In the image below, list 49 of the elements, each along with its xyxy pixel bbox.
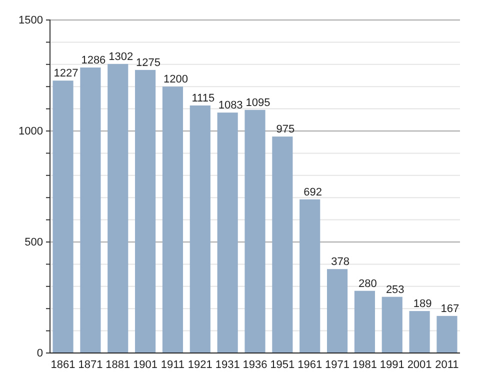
data-label: 1115 — [192, 92, 215, 104]
data-label: 1275 — [136, 56, 161, 69]
bar — [217, 112, 238, 353]
x-tick-label: 1931 — [215, 359, 240, 372]
bar — [80, 68, 101, 353]
data-label: 1227 — [54, 68, 78, 80]
x-tick-label: 1921 — [188, 359, 212, 372]
x-tick-label: 1861 — [50, 359, 76, 372]
x-tick-label: 1901 — [133, 359, 158, 372]
y-tick-label: 1500 — [18, 14, 43, 27]
bar — [162, 86, 184, 353]
x-tick-label: 1871 — [78, 359, 103, 372]
x-tick-label: 1961 — [298, 359, 322, 372]
data-label: 1200 — [163, 74, 188, 86]
x-tick-label: 1911 — [160, 359, 185, 372]
bar — [244, 110, 266, 353]
y-tick-label: 1000 — [18, 126, 43, 138]
data-label: 167 — [440, 302, 460, 315]
data-label: 1286 — [81, 54, 106, 67]
data-label: 1302 — [108, 50, 134, 63]
bar — [190, 105, 210, 353]
bar — [52, 80, 74, 353]
data-label: 378 — [331, 256, 350, 268]
bar — [409, 311, 430, 353]
x-tick-label: 2011 — [435, 359, 459, 372]
data-label: 1095 — [246, 96, 270, 109]
bar — [135, 70, 156, 353]
y-tick-label: 0 — [36, 348, 43, 360]
bar — [272, 136, 293, 353]
bar — [382, 296, 402, 353]
y-tick-label: 500 — [24, 236, 43, 249]
x-tick-label: 1936 — [242, 359, 268, 372]
x-tick-label: 2001 — [407, 359, 432, 372]
bar — [108, 64, 128, 353]
bar — [436, 316, 458, 353]
x-tick-label: 1881 — [106, 359, 130, 372]
data-label: 189 — [413, 298, 432, 310]
bar — [300, 199, 320, 353]
x-tick-label: 1991 — [380, 359, 404, 372]
data-label: 253 — [386, 284, 404, 296]
data-label: 280 — [358, 278, 377, 290]
x-tick-label: 1951 — [270, 359, 295, 372]
data-label: 1083 — [218, 100, 243, 112]
data-label: 692 — [304, 186, 322, 198]
data-label: 975 — [276, 124, 295, 136]
bar — [326, 269, 348, 353]
bar — [354, 290, 375, 353]
x-tick-label: 1981 — [352, 359, 377, 372]
x-tick-label: 1971 — [325, 359, 350, 372]
